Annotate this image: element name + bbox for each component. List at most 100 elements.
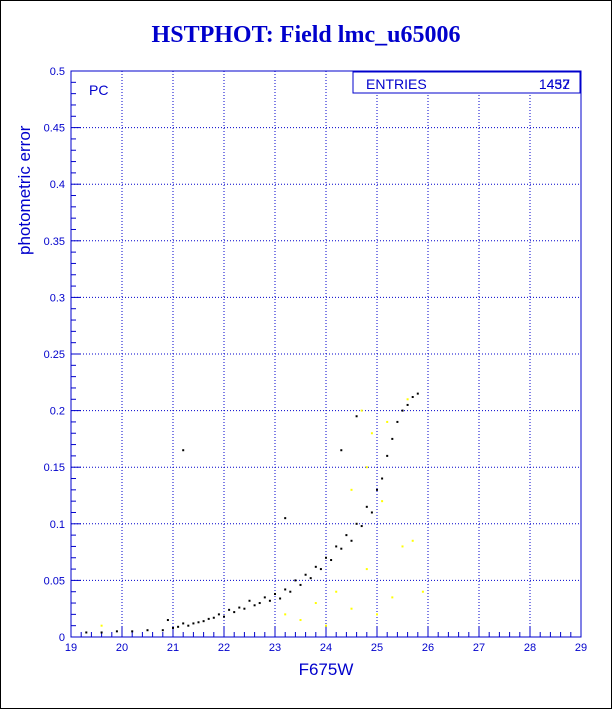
x-tick-label: 25 xyxy=(371,642,383,654)
data-point-secondary xyxy=(370,432,373,435)
data-point xyxy=(253,604,256,607)
data-point xyxy=(268,599,271,602)
data-point xyxy=(100,631,103,634)
x-tick-label: 27 xyxy=(473,642,485,654)
data-point xyxy=(314,565,317,568)
data-point-secondary xyxy=(401,545,404,548)
data-point xyxy=(309,577,312,580)
data-point-secondary xyxy=(421,590,424,593)
y-tick-label: 0.15 xyxy=(44,462,65,474)
chart-title: HSTPHOT: Field lmc_u65006 xyxy=(151,22,461,48)
x-tick-label: 26 xyxy=(422,642,434,654)
data-point xyxy=(376,488,378,491)
data-point xyxy=(406,403,409,406)
data-point xyxy=(279,597,282,600)
y-tick-label: 0.45 xyxy=(44,123,65,135)
data-point xyxy=(182,449,185,452)
x-tick-label: 21 xyxy=(167,642,179,654)
data-point xyxy=(217,613,220,616)
data-point xyxy=(370,511,373,514)
data-point-secondary xyxy=(350,607,353,610)
data-point-secondary xyxy=(314,602,317,605)
stats-box xyxy=(352,71,581,94)
data-point-secondary xyxy=(381,500,384,503)
x-tick-label: 20 xyxy=(116,642,128,654)
data-point xyxy=(294,579,297,582)
data-point xyxy=(85,631,88,634)
y-axis-label: photometric error xyxy=(15,125,34,255)
data-point-secondary xyxy=(325,624,327,627)
data-point-secondary xyxy=(299,619,302,622)
y-tick-label: 0.5 xyxy=(50,66,65,78)
data-point xyxy=(202,620,205,623)
x-tick-label: 28 xyxy=(524,642,536,654)
data-point xyxy=(182,622,185,625)
data-point-secondary xyxy=(386,420,389,423)
data-point xyxy=(192,622,195,625)
data-points xyxy=(85,392,424,634)
data-point-secondary xyxy=(406,398,409,401)
data-point-secondary xyxy=(360,409,363,412)
data-point xyxy=(146,629,149,632)
data-point xyxy=(248,599,251,602)
data-point-secondary xyxy=(365,466,368,469)
data-point xyxy=(360,525,363,528)
data-point-secondary xyxy=(100,624,103,627)
data-point xyxy=(284,588,287,591)
x-axis-label: F675W xyxy=(299,660,354,679)
grid-lines xyxy=(71,71,581,637)
data-point xyxy=(299,583,302,586)
data-point xyxy=(325,556,327,559)
data-point xyxy=(340,449,343,452)
data-point xyxy=(416,392,419,395)
stats-value-2: 432 xyxy=(547,76,571,92)
x-tick-label: 22 xyxy=(218,642,230,654)
data-point-secondary xyxy=(391,596,394,599)
x-tick-label: 19 xyxy=(65,642,77,654)
data-point-secondary xyxy=(365,568,368,571)
data-point xyxy=(177,625,180,628)
data-point xyxy=(396,420,399,423)
data-point xyxy=(233,611,236,614)
data-point-secondary xyxy=(376,613,378,616)
axis-ticks: 19 20 21 22 23 24 25 26 27 28 29 0 0.05 0.1 0.15 0.2 0.2… xyxy=(44,66,588,654)
x-tick-label: 24 xyxy=(320,642,332,654)
data-point xyxy=(274,592,276,595)
data-point xyxy=(391,437,394,440)
y-tick-label: 0.35 xyxy=(44,236,65,248)
data-point xyxy=(401,409,404,412)
data-point xyxy=(350,539,353,542)
data-point xyxy=(228,608,231,611)
data-point xyxy=(212,616,215,619)
data-point-secondary xyxy=(335,590,338,593)
y-tick-label: 0.4 xyxy=(50,179,65,191)
data-point xyxy=(335,545,338,548)
y-tick-label: 0.3 xyxy=(50,292,65,304)
stats-value-1: 1457 xyxy=(539,76,570,92)
data-point xyxy=(243,607,246,610)
data-point xyxy=(207,617,210,620)
data-point-secondary xyxy=(284,613,287,616)
data-point xyxy=(330,559,333,562)
data-point xyxy=(166,619,169,622)
y-tick-label: 0.2 xyxy=(50,406,65,418)
data-point xyxy=(238,606,241,609)
data-point xyxy=(197,621,200,624)
data-point xyxy=(172,626,174,629)
data-point xyxy=(345,534,348,537)
data-point xyxy=(411,396,414,399)
data-point xyxy=(355,415,358,418)
data-point-secondary xyxy=(350,488,353,491)
data-point xyxy=(355,522,358,525)
data-point xyxy=(319,568,322,571)
data-point xyxy=(263,596,266,599)
data-point xyxy=(223,615,225,618)
data-point xyxy=(187,624,190,627)
y-tick-label: 0 xyxy=(59,632,65,644)
stats-label: ENTRIES xyxy=(366,76,427,92)
data-point xyxy=(381,477,384,480)
data-point xyxy=(115,630,118,633)
x-tick-label: 23 xyxy=(269,642,281,654)
data-point xyxy=(289,590,292,593)
